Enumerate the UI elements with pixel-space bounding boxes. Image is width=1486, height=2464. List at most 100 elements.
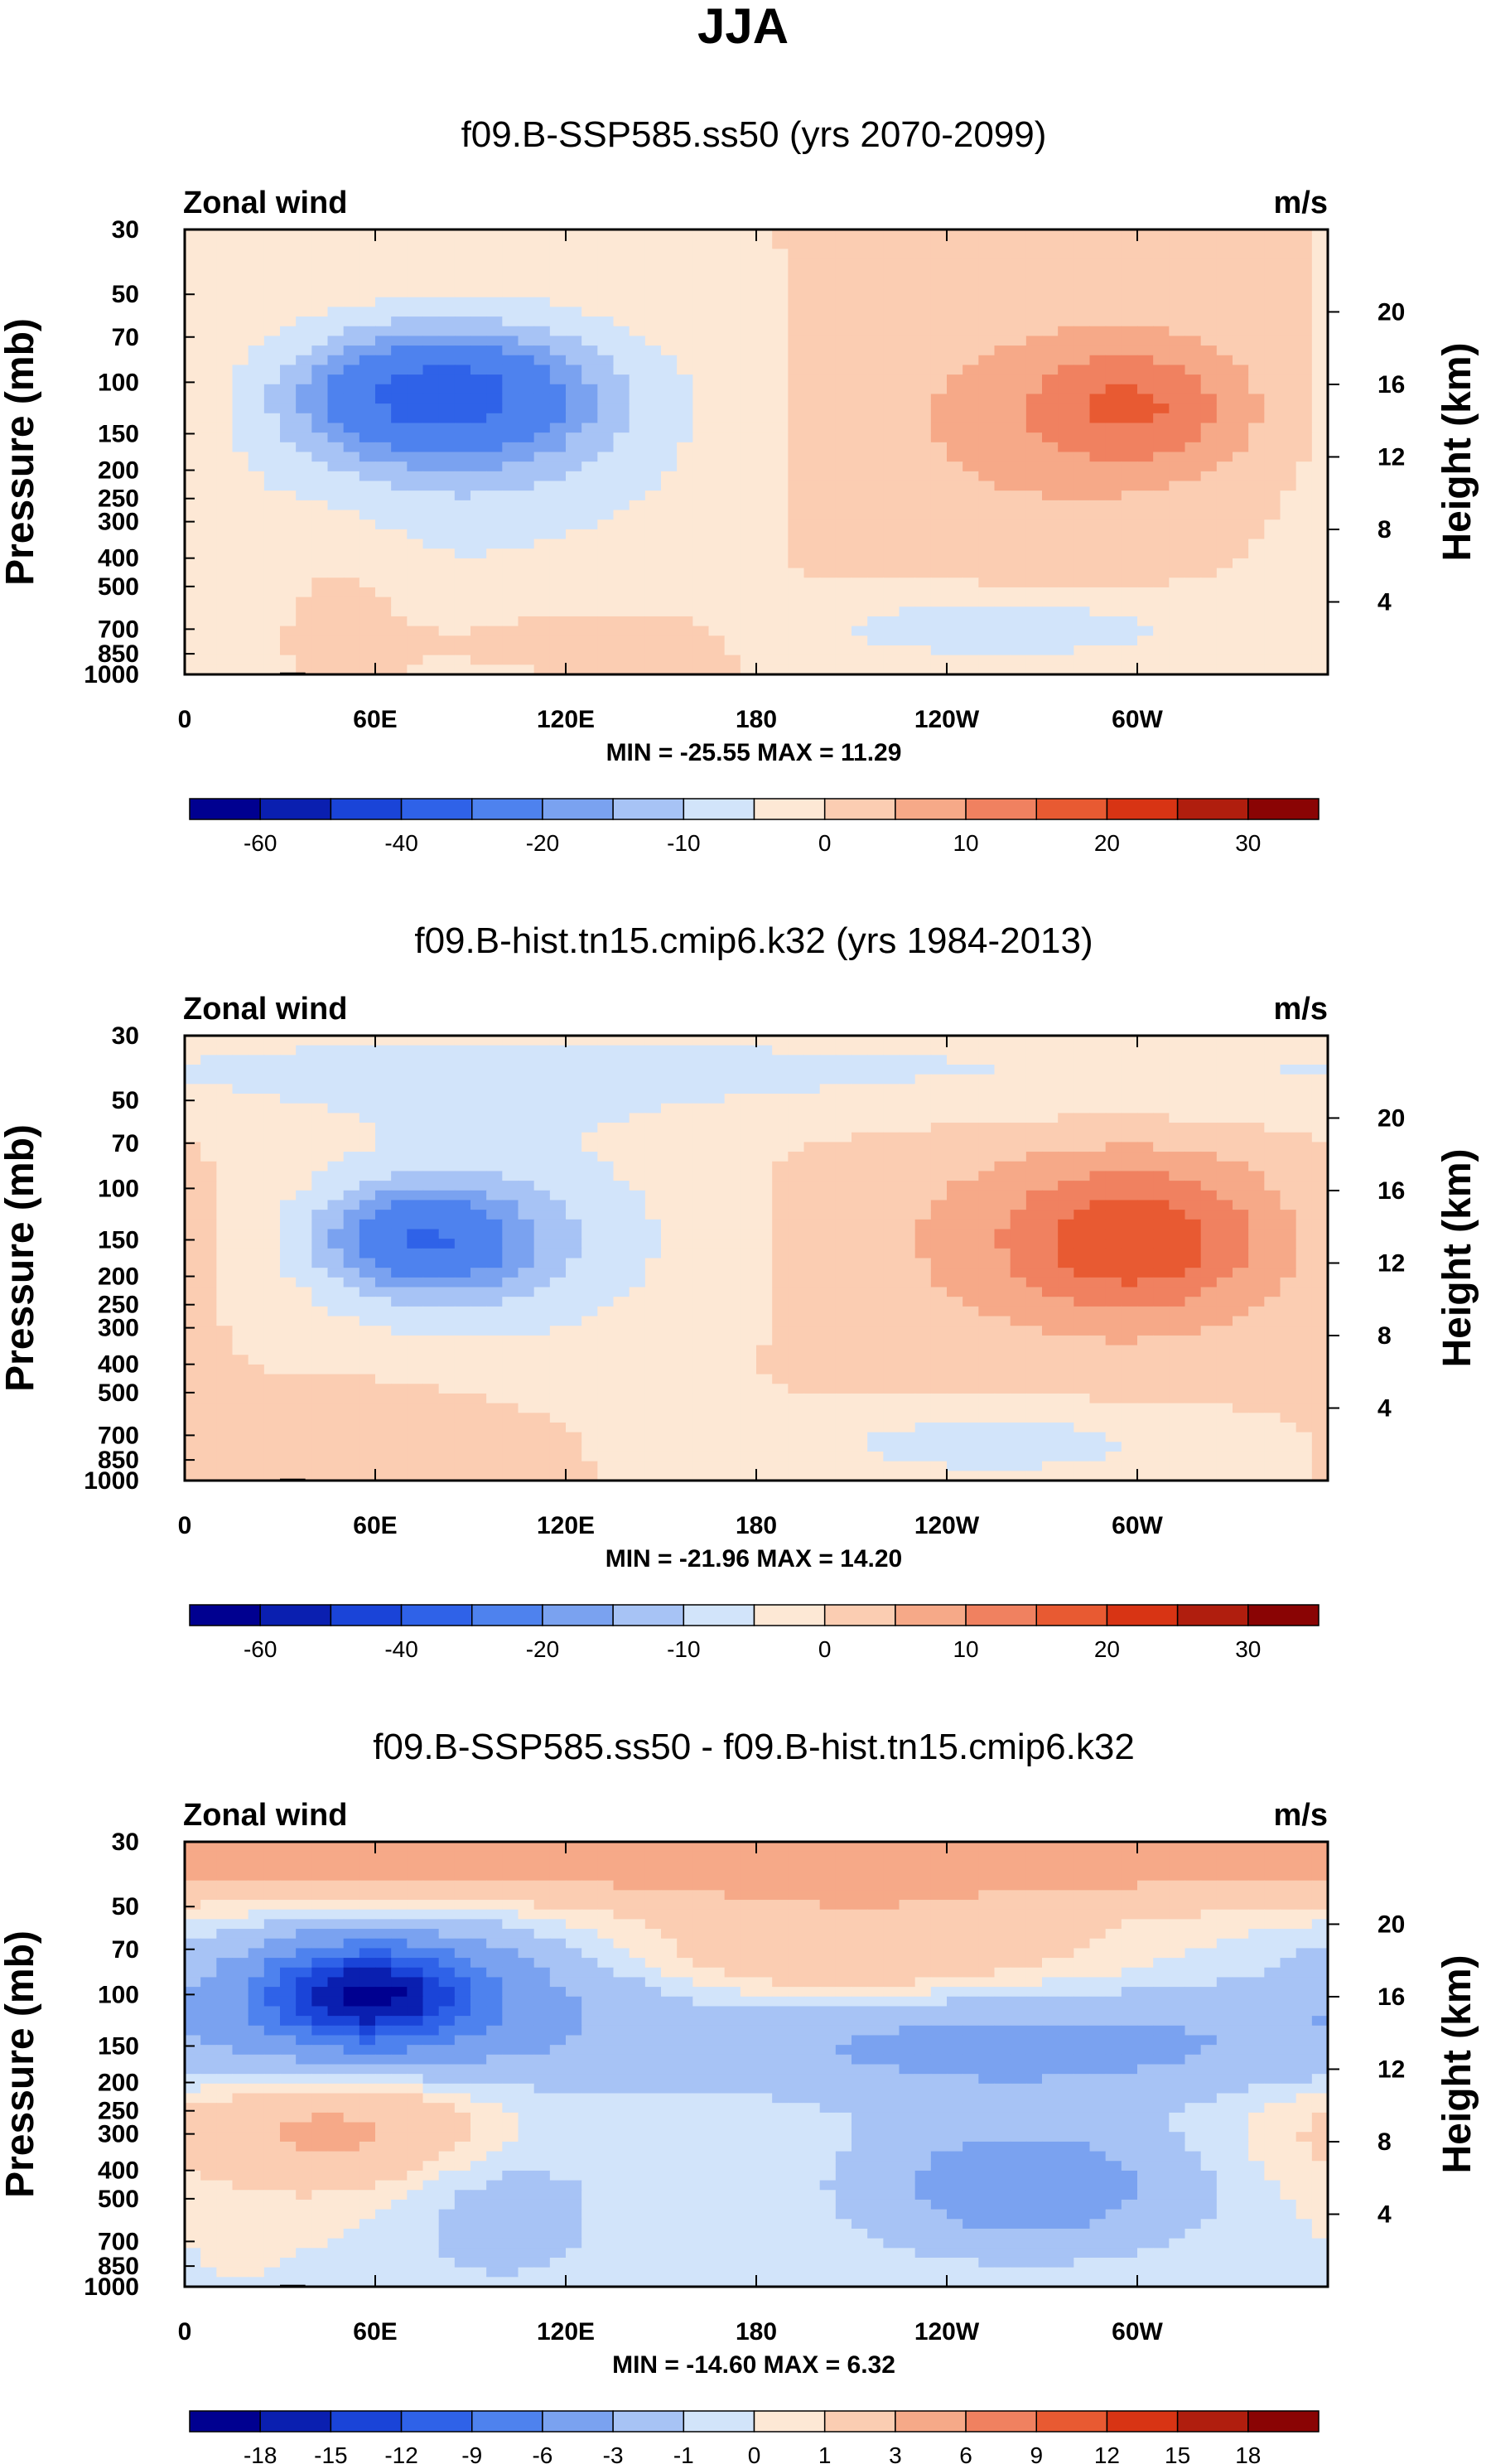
heatmap-cell	[930, 432, 948, 443]
heatmap-cell	[1137, 355, 1154, 366]
heatmap-cell	[280, 432, 297, 443]
heatmap-cell	[740, 1181, 757, 1191]
heatmap-cell	[1153, 490, 1170, 501]
heatmap-cell	[994, 587, 1011, 598]
heatmap-cell	[819, 635, 837, 646]
heatmap-cell	[740, 374, 757, 385]
heatmap-cell	[359, 1055, 376, 1065]
heatmap-cell	[756, 1229, 773, 1239]
heatmap-cell	[1153, 1094, 1170, 1104]
heatmap-cell	[1200, 1036, 1218, 1046]
heatmap-cell	[899, 529, 916, 540]
heatmap-cell	[1280, 1142, 1297, 1152]
heatmap-cell	[216, 249, 234, 259]
heatmap-cell	[391, 326, 408, 337]
heatmap-cell	[1311, 403, 1329, 414]
heatmap-cell	[185, 1036, 201, 1046]
heatmap-cell	[1295, 1210, 1313, 1220]
heatmap-cell	[549, 239, 567, 249]
heatmap-cell	[597, 1200, 615, 1210]
heatmap-cell	[883, 529, 900, 540]
heatmap-cell	[692, 655, 710, 665]
heatmap-cell	[994, 529, 1011, 540]
heatmap-cell	[819, 1055, 837, 1065]
heatmap-cell	[708, 597, 726, 607]
heatmap-cell	[947, 1074, 963, 1085]
heatmap-cell	[296, 510, 312, 520]
heatmap-cell	[1073, 249, 1091, 259]
heatmap-cell	[1121, 664, 1138, 675]
heatmap-cell	[1089, 1132, 1107, 1143]
pressure-tick-label: 150	[98, 420, 139, 447]
heatmap-cell	[200, 258, 217, 269]
heatmap-cell	[486, 1219, 503, 1230]
heatmap-cell	[1295, 1181, 1313, 1191]
heatmap-cell	[375, 655, 392, 665]
heatmap-cell	[566, 1190, 582, 1201]
heatmap-cell	[1169, 413, 1186, 424]
heatmap-cell	[692, 1036, 710, 1046]
heatmap-cell	[613, 558, 630, 569]
heatmap-cell	[692, 490, 710, 501]
height-tick-label: 4	[1377, 588, 1392, 616]
heatmap-cell	[533, 239, 551, 249]
heatmap-cell	[1311, 1094, 1329, 1104]
heatmap-cell	[248, 461, 265, 472]
heatmap-cell	[1105, 626, 1122, 636]
heatmap-cell	[756, 1161, 773, 1172]
heatmap-cell	[724, 481, 741, 491]
heatmap-cell	[280, 249, 297, 259]
heatmap-cell	[549, 229, 567, 240]
heatmap-cell	[232, 1219, 249, 1230]
heatmap-cell	[1073, 307, 1091, 317]
heatmap-cell	[327, 307, 345, 317]
heatmap-cell	[1137, 606, 1154, 617]
heatmap-cell	[470, 664, 487, 675]
heatmap-cell	[994, 539, 1011, 549]
heatmap-cell	[1137, 268, 1154, 278]
heatmap-cell	[581, 442, 598, 453]
heatmap-cell	[708, 1132, 726, 1143]
heatmap-cell	[1264, 1055, 1281, 1065]
heatmap-cell	[1089, 249, 1107, 259]
heatmap-cell	[1089, 481, 1107, 491]
heatmap-cell	[756, 1219, 773, 1230]
heatmap-cell	[533, 384, 551, 395]
heatmap-cell	[1042, 1103, 1059, 1114]
heatmap-cell	[1311, 258, 1329, 269]
heatmap-cell	[343, 297, 360, 307]
heatmap-cell	[280, 1036, 297, 1046]
heatmap-cell	[661, 1181, 678, 1191]
heatmap-cell	[263, 297, 281, 307]
heatmap-cell	[502, 336, 519, 346]
heatmap-cell	[566, 452, 582, 462]
heatmap-cell	[994, 403, 1011, 414]
heatmap-cell	[581, 394, 598, 404]
heatmap-cell	[359, 529, 376, 540]
heatmap-cell	[613, 1210, 630, 1220]
heatmap-cell	[978, 597, 996, 607]
heatmap-cell	[978, 316, 996, 327]
heatmap-cell	[677, 268, 693, 278]
heatmap-cell	[470, 287, 487, 298]
heatmap-cell	[708, 655, 726, 665]
heatmap-cell	[533, 568, 551, 578]
heatmap-cell	[914, 645, 932, 656]
heatmap-cell	[1058, 1055, 1074, 1065]
heatmap-cell	[232, 336, 249, 346]
heatmap-cell	[263, 1239, 281, 1249]
heatmap-cell	[391, 1074, 408, 1085]
heatmap-cell	[327, 606, 345, 617]
heatmap-cell	[978, 239, 996, 249]
heatmap-cell	[978, 423, 996, 433]
heatmap-cell	[708, 374, 726, 385]
heatmap-cell	[200, 490, 217, 501]
heatmap-cell	[486, 413, 503, 424]
heatmap-cell	[1153, 1200, 1170, 1210]
heatmap-cell	[1169, 432, 1186, 443]
heatmap-cell	[661, 616, 678, 627]
heatmap-cell	[867, 1132, 884, 1143]
heatmap-cell	[1233, 597, 1249, 607]
heatmap-cell	[788, 336, 805, 346]
heatmap-cell	[280, 645, 297, 656]
